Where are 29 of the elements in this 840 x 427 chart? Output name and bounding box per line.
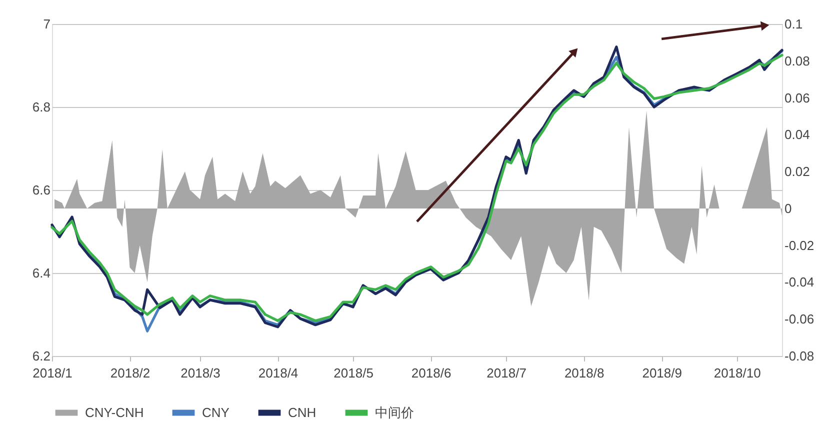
- y-tick-label: 6.6: [32, 182, 50, 198]
- y-tick-label: 7: [43, 16, 50, 32]
- legend-label: CNY-CNH: [85, 404, 144, 420]
- y2-tick-label: 0.1: [784, 16, 803, 32]
- y2-tick-label: 0.06: [784, 90, 810, 106]
- x-tick-label: 2018/2: [110, 366, 150, 380]
- y2-tick-label: -0.04: [784, 274, 814, 290]
- x-tick-label: 2018/4: [258, 366, 298, 380]
- y2-tick-label: -0.08: [784, 348, 814, 364]
- x-tick-label: 2018/5: [334, 366, 374, 380]
- x-tick-label: 2018/8: [564, 366, 604, 380]
- y2-tick-label: 0.04: [784, 127, 810, 142]
- y2-tick-label: -0.06: [784, 312, 814, 327]
- y-tick-label: 6.2: [32, 348, 50, 364]
- legend-label: CNH: [288, 404, 316, 420]
- x-tick-label: 2018/1: [32, 366, 72, 380]
- y2-tick-label: 0.02: [784, 164, 810, 180]
- x-tick-label: 2018/3: [180, 366, 220, 380]
- y2-tick-label: -0.02: [784, 238, 814, 253]
- x-tick-label: 2018/7: [486, 366, 526, 380]
- x-tick-label: 2018/9: [642, 366, 682, 380]
- legend-label: CNY: [202, 404, 230, 420]
- y2-tick-label: 0.08: [784, 53, 810, 68]
- x-tick-label: 2018/10: [714, 366, 761, 380]
- y-tick-label: 6.8: [32, 100, 50, 114]
- legend-label: 中间价: [375, 404, 414, 420]
- x-tick-label: 2018/6: [411, 366, 452, 380]
- y-tick-label: 6.4: [32, 266, 50, 280]
- y2-tick-label: 0: [784, 200, 792, 216]
